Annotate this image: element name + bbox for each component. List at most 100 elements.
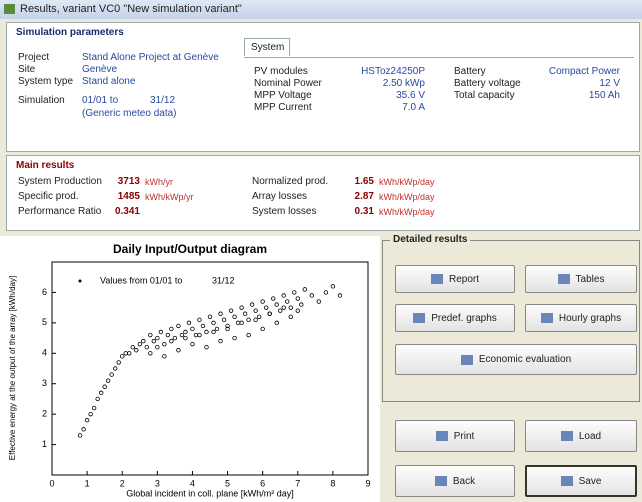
system-label: Nominal Power (254, 78, 322, 89)
data-point (95, 396, 100, 402)
result-unit: kWh/yr (145, 177, 173, 187)
button[interactable]: Print (395, 420, 515, 452)
data-point (218, 311, 223, 316)
button[interactable]: Load (525, 420, 637, 452)
system-value: 35.6 V (396, 90, 425, 101)
button[interactable]: Tables (525, 265, 637, 293)
data-point (169, 338, 174, 344)
data-point (172, 335, 178, 341)
data-point (225, 326, 230, 332)
result-label: Performance Ratio (18, 206, 102, 217)
result-value: 1.65 (354, 176, 374, 187)
data-point (256, 314, 262, 319)
y-tick-label: 5 (42, 317, 47, 327)
battery-label: Total capacity (454, 90, 515, 101)
data-point (179, 332, 185, 338)
data-point (267, 311, 272, 316)
data-point (211, 320, 216, 326)
data-point (253, 317, 258, 323)
button-icon (560, 476, 573, 486)
section-heading: Main results (16, 160, 75, 171)
result-unit: kWh/kWp/day (379, 192, 435, 202)
data-point (176, 348, 181, 353)
x-tick-label: 7 (295, 478, 300, 488)
result-value: 0.341 (114, 206, 140, 217)
data-point (263, 305, 269, 310)
button-icon (540, 313, 553, 323)
button-label[interactable]: Save (578, 475, 602, 487)
data-point (120, 354, 125, 359)
data-point (288, 314, 293, 319)
plot-frame (51, 261, 369, 476)
system-label: MPP Voltage (254, 90, 312, 101)
data-point (197, 332, 202, 338)
data-point (155, 344, 160, 350)
data-point (239, 320, 244, 326)
data-point (165, 332, 171, 338)
button-label[interactable]: Load (578, 430, 602, 442)
data-point (239, 305, 244, 310)
data-point (190, 341, 195, 347)
button[interactable]: Back (395, 465, 515, 497)
x-tick-label: 2 (120, 478, 125, 488)
diagram-title: Daily Input/Output diagram (113, 242, 267, 256)
button-icon (460, 354, 473, 365)
button-label[interactable]: Predef. graphs (431, 312, 497, 324)
button[interactable]: Save (525, 465, 637, 497)
data-point (77, 433, 83, 438)
result-label: System Production (18, 176, 102, 187)
button[interactable]: Hourly graphs (525, 304, 637, 332)
diagram-background (0, 236, 380, 502)
x-tick-label: 5 (225, 478, 230, 488)
data-point (197, 317, 202, 323)
button-label[interactable]: Back (452, 475, 476, 487)
button[interactable]: Report (395, 265, 515, 293)
param-label: Simulation (18, 95, 65, 106)
param-value: Stand alone (82, 76, 136, 87)
button-label[interactable]: Tables (575, 273, 605, 285)
button[interactable]: Economic evaluation (395, 344, 637, 375)
button[interactable]: Predef. graphs (395, 304, 515, 332)
result-label: System losses (252, 206, 317, 217)
data-point (169, 326, 174, 332)
data-point (249, 302, 255, 307)
param-label: Project (18, 52, 50, 63)
x-tick-label: 9 (365, 478, 370, 488)
data-point (134, 348, 139, 353)
button-label[interactable]: Report (448, 273, 479, 285)
data-point (242, 311, 248, 316)
button-label[interactable]: Economic evaluation (478, 354, 572, 365)
data-point (112, 366, 118, 371)
button-label[interactable]: Print (453, 430, 475, 442)
data-point (292, 290, 297, 295)
battery-value: Compact Power (548, 66, 620, 77)
data-point (127, 351, 132, 356)
button-label[interactable]: Hourly graphs (558, 312, 622, 324)
window-icon (4, 4, 15, 14)
param-value: Genève (82, 64, 118, 75)
data-point (221, 317, 227, 323)
detailed-results-group (382, 240, 640, 402)
data-point (285, 299, 290, 304)
data-point (162, 341, 167, 347)
param-label: System type (18, 76, 74, 87)
y-tick-label: 3 (42, 378, 47, 388)
data-point (186, 320, 192, 326)
data-point (88, 411, 93, 417)
data-point (151, 338, 157, 344)
data-point (84, 418, 90, 423)
data-point (204, 344, 209, 350)
result-value: 0.31 (354, 206, 374, 217)
diagram: Daily Input/Output diagram Global incide… (0, 236, 380, 502)
data-point (295, 308, 300, 313)
system-tab[interactable]: System (244, 38, 290, 56)
param-value: 01/01 to (82, 95, 119, 106)
data-point (105, 378, 111, 383)
data-point (281, 305, 286, 310)
data-point (137, 341, 142, 347)
data-point (232, 335, 237, 341)
y-tick-label: 2 (42, 409, 47, 419)
data-point (155, 335, 160, 341)
result-label: Specific prod. (18, 191, 79, 202)
button-icon (557, 274, 570, 284)
